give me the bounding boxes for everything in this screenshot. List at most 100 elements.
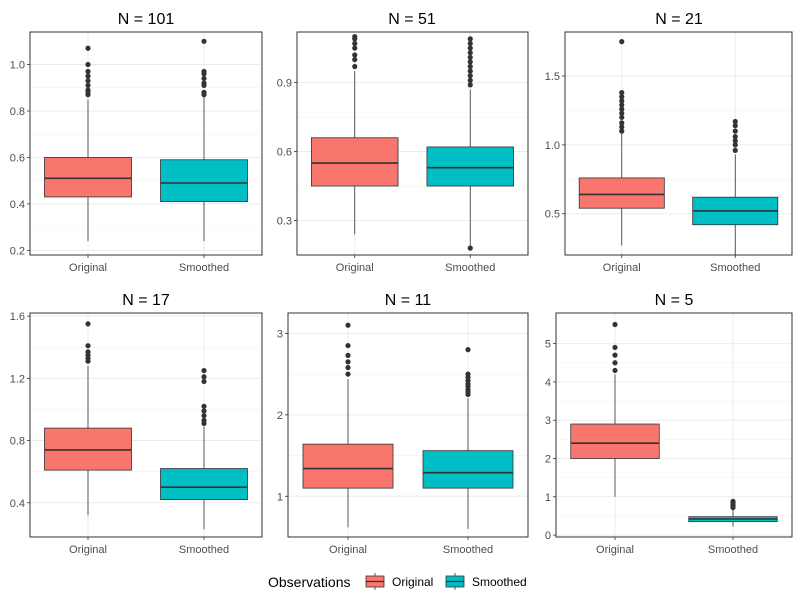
box-iqr xyxy=(160,159,248,202)
outlier-point xyxy=(345,359,351,365)
outlier-point xyxy=(467,40,473,47)
y-tick-label: 1 xyxy=(545,492,551,504)
x-tick-label: Smoothed xyxy=(445,262,495,274)
outlier-point xyxy=(732,118,738,125)
outlier-point xyxy=(730,498,736,504)
outlier-point xyxy=(201,38,207,44)
outlier-point xyxy=(619,89,625,96)
y-tick-label: 2 xyxy=(277,410,283,422)
y-tick-label: 0.6 xyxy=(277,147,292,159)
box-original xyxy=(578,39,665,246)
y-tick-label: 0.6 xyxy=(10,152,25,164)
outlier-point xyxy=(201,68,207,75)
panel-4: 0.4 0.8 1.2 1.6 Original Smoothed N = 17 xyxy=(10,292,263,556)
x-tick-label: Original xyxy=(329,544,367,556)
panel-title: N = 11 xyxy=(385,292,432,309)
box-iqr xyxy=(578,177,665,209)
box-smoothed xyxy=(426,36,514,251)
outlier-point xyxy=(467,50,473,56)
panel-border xyxy=(296,31,529,256)
outlier-point xyxy=(619,94,625,100)
outlier-point xyxy=(85,87,91,93)
y-tick-label: 1.6 xyxy=(10,311,25,323)
box-iqr xyxy=(426,146,514,187)
outlier-point xyxy=(732,123,738,129)
x-tick-label: Original xyxy=(603,262,641,274)
box-smoothed xyxy=(160,38,248,242)
panel-border xyxy=(555,312,793,538)
outlier-point xyxy=(732,147,738,153)
y-tick-label: 2 xyxy=(545,454,551,466)
outlier-point xyxy=(85,82,91,89)
outlier-point xyxy=(732,142,738,148)
box-smoothed xyxy=(692,118,779,255)
outlier-point xyxy=(201,408,207,414)
x-tick-label: Smoothed xyxy=(179,262,229,274)
outlier-point xyxy=(201,75,207,82)
outlier-point xyxy=(619,124,625,130)
outlier-point xyxy=(467,68,473,74)
outlier-point xyxy=(201,80,207,86)
y-tick-label: 0.5 xyxy=(545,209,560,221)
panel-title: N = 5 xyxy=(655,292,694,309)
outlier-point xyxy=(612,367,618,374)
box-iqr xyxy=(160,468,248,501)
outlier-point xyxy=(467,245,473,251)
panel-border xyxy=(287,312,529,538)
box-smoothed xyxy=(688,498,778,527)
y-tick-label: 0 xyxy=(545,530,551,542)
x-tick-label: Original xyxy=(69,544,107,556)
outlier-point xyxy=(352,63,358,70)
outlier-point xyxy=(465,371,471,377)
outlier-point xyxy=(345,371,351,377)
y-tick-label: 0.3 xyxy=(277,216,292,228)
y-tick-label: 0.8 xyxy=(10,436,25,448)
outlier-point xyxy=(85,343,91,349)
outlier-point xyxy=(619,114,625,120)
panel-title: N = 51 xyxy=(388,11,436,28)
outlier-point xyxy=(85,61,91,68)
panel-title: N = 101 xyxy=(118,11,175,28)
box-iqr xyxy=(44,157,132,198)
outlier-point xyxy=(467,45,473,51)
outlier-point xyxy=(467,59,473,65)
x-tick-label: Smoothed xyxy=(179,544,229,556)
outlier-point xyxy=(352,33,358,40)
box-iqr xyxy=(570,423,660,459)
outlier-point xyxy=(467,36,473,42)
panel-2: 0.3 0.6 0.9 Original Smoothed N = 51 xyxy=(277,11,529,274)
box-original xyxy=(44,321,132,516)
box-smoothed xyxy=(160,367,248,530)
outlier-point xyxy=(85,349,91,355)
outlier-point xyxy=(352,52,358,58)
legend-title: Observations xyxy=(268,574,350,590)
outlier-point xyxy=(467,54,473,60)
x-tick-label: Original xyxy=(336,262,374,274)
outlier-point xyxy=(619,110,625,116)
outlier-point xyxy=(85,45,91,51)
box-iqr xyxy=(302,443,394,489)
y-tick-label: 0.8 xyxy=(10,106,25,118)
box-iqr xyxy=(311,137,399,187)
box-original xyxy=(570,321,660,497)
outlier-point xyxy=(619,128,625,134)
outlier-point xyxy=(467,82,473,88)
panel-border xyxy=(29,31,263,256)
outlier-point xyxy=(352,56,358,63)
outlier-point xyxy=(201,89,207,95)
outlier-point xyxy=(732,134,738,140)
outlier-point xyxy=(352,45,358,51)
outlier-point xyxy=(619,106,625,112)
box-smoothed xyxy=(422,347,514,529)
outlier-point xyxy=(619,39,625,45)
panel-3: 0.5 1.0 1.5 Original Smoothed N = 21 xyxy=(545,11,793,274)
outlier-point xyxy=(345,352,351,358)
panel-title: N = 21 xyxy=(655,11,703,28)
outlier-point xyxy=(345,342,351,349)
outlier-point xyxy=(85,68,91,75)
y-tick-label: 0.4 xyxy=(10,199,25,211)
box-iqr xyxy=(422,450,514,489)
outlier-point xyxy=(345,322,351,328)
legend-label: Smoothed xyxy=(472,575,527,589)
outlier-point xyxy=(612,321,618,328)
